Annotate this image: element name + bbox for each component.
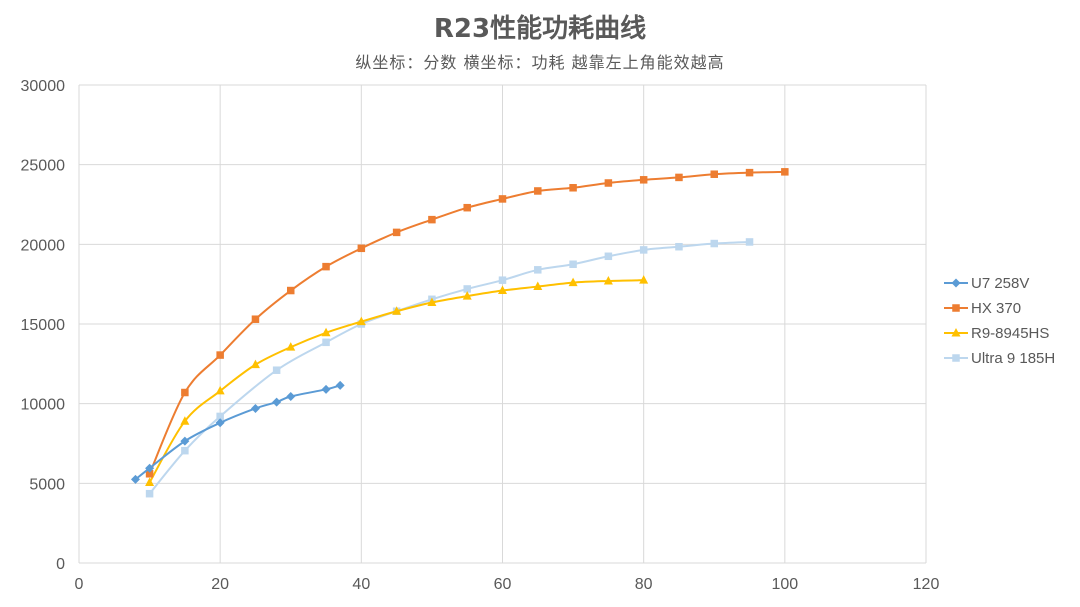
data-point-u7-258v — [286, 391, 296, 401]
x-tick-label: 40 — [352, 576, 370, 593]
data-point-u7-258v — [250, 403, 260, 413]
data-point-ultra-9-185h — [272, 366, 281, 374]
data-point-ultra-9-185h — [569, 260, 577, 268]
data-point-u7-258v — [180, 436, 190, 446]
data-point-r9-8945hs — [639, 275, 649, 284]
legend-swatch-marker — [952, 304, 960, 312]
legend-swatch-marker — [951, 278, 961, 288]
data-point-ultra-9-185h — [745, 238, 754, 246]
data-point-r9-8945hs — [145, 477, 155, 487]
data-point-r9-8945hs — [215, 385, 225, 395]
data-point-r9-8945hs — [462, 291, 472, 300]
data-point-r9-8945hs — [180, 416, 190, 425]
data-point-hx-370 — [745, 168, 754, 177]
data-point-hx-370 — [357, 244, 366, 253]
series-u7-258v — [130, 380, 345, 484]
data-point-hx-370 — [710, 170, 718, 178]
data-point-r9-8945hs — [427, 297, 437, 306]
legend-label: HX 370 — [971, 300, 1021, 317]
data-point-ultra-9-185h — [498, 276, 507, 284]
data-point-u7-258v — [321, 384, 331, 394]
legend-label: Ultra 9 185H — [971, 350, 1055, 367]
data-point-r9-8945hs — [533, 281, 543, 291]
data-point-ultra-9-185h — [463, 285, 471, 293]
legend-item-r9-8945hs: R9-8945HS — [944, 325, 1049, 342]
series-r9-8945hs — [145, 275, 649, 487]
legend-label: U7 258V — [971, 275, 1029, 292]
data-point-r9-8945hs — [392, 306, 402, 315]
data-point-hx-370 — [534, 187, 542, 195]
data-point-hx-370 — [675, 173, 683, 182]
data-point-hx-370 — [498, 195, 507, 203]
y-tick-label: 10000 — [21, 397, 66, 414]
data-point-r9-8945hs — [568, 277, 578, 287]
data-point-ultra-9-185h — [216, 412, 224, 421]
legend-swatch-marker — [952, 354, 960, 362]
y-tick-label: 5000 — [29, 476, 65, 493]
data-point-hx-370 — [322, 262, 330, 271]
data-point-u7-258v — [272, 397, 282, 407]
gridlines — [78, 84, 927, 564]
series-lines — [130, 168, 789, 498]
legend-item-hx-370: HX 370 — [944, 300, 1021, 317]
data-point-hx-370 — [781, 168, 789, 176]
x-tick-label: 120 — [913, 576, 940, 593]
data-point-r9-8945hs — [498, 285, 507, 295]
data-point-ultra-9-185h — [639, 246, 648, 254]
x-tick-label: 80 — [635, 576, 653, 593]
data-point-ultra-9-185h — [145, 489, 154, 498]
data-point-hx-370 — [569, 184, 577, 192]
y-tick-label: 15000 — [21, 317, 66, 334]
data-point-ultra-9-185h — [534, 266, 542, 274]
x-tick-label: 20 — [211, 576, 229, 593]
series-line-ultra-9-185h — [148, 240, 751, 495]
legend-item-ultra-9-185h: Ultra 9 185H — [944, 350, 1055, 367]
data-point-ultra-9-185h — [710, 239, 718, 248]
data-point-r9-8945hs — [286, 342, 296, 351]
axes: 0 5000 10000 15000 20000 25000 30000 0 20 40 60 80 1… — [21, 78, 940, 593]
legend: U7 258V HX 370 R9-8945HS Ultra 9 185H — [944, 275, 1055, 367]
data-point-hx-370 — [428, 215, 436, 224]
x-tick-label: 0 — [75, 576, 84, 593]
data-point-hx-370 — [604, 179, 613, 187]
y-tick-label: 20000 — [21, 237, 66, 254]
series-ultra-9-185h — [145, 238, 754, 498]
legend-item-u7-258v: U7 258V — [944, 275, 1029, 292]
data-point-u7-258v — [215, 418, 225, 428]
x-tick-label: 100 — [771, 576, 798, 593]
x-tick-label: 60 — [494, 576, 512, 593]
data-point-hx-370 — [287, 286, 295, 295]
data-point-u7-258v — [130, 474, 140, 484]
series-hx-370 — [145, 168, 789, 478]
legend-label: R9-8945HS — [971, 325, 1049, 342]
data-point-hx-370 — [181, 388, 189, 397]
data-point-r9-8945hs — [321, 327, 331, 337]
y-tick-label: 30000 — [21, 78, 66, 95]
y-tick-label: 25000 — [21, 158, 66, 175]
data-point-ultra-9-185h — [675, 242, 683, 251]
data-point-r9-8945hs — [250, 359, 260, 369]
data-point-hx-370 — [392, 228, 401, 237]
data-point-hx-370 — [463, 203, 471, 212]
data-point-u7-258v — [145, 463, 155, 473]
data-point-hx-370 — [216, 351, 224, 359]
chart-subtitle: 纵坐标：分数 横坐标：功耗 越靠左上角能效越高 — [355, 53, 725, 72]
data-point-ultra-9-185h — [181, 446, 189, 455]
chart-title: R23性能功耗曲线 — [433, 14, 647, 44]
data-point-r9-8945hs — [603, 275, 613, 285]
data-point-hx-370 — [251, 315, 260, 323]
series-line-hx-370 — [148, 170, 786, 475]
data-point-hx-370 — [639, 176, 648, 184]
data-point-u7-258v — [335, 380, 345, 390]
legend-swatch-marker — [951, 328, 961, 337]
data-point-ultra-9-185h — [322, 338, 330, 347]
data-point-hx-370 — [145, 470, 154, 478]
y-tick-label: 0 — [56, 556, 65, 573]
data-point-ultra-9-185h — [604, 252, 613, 261]
data-point-r9-8945hs — [356, 316, 366, 326]
